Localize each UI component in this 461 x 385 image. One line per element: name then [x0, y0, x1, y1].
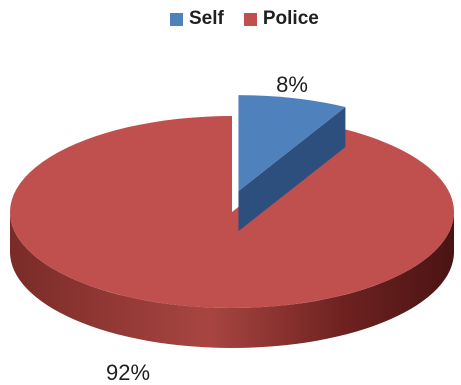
- legend-swatch-self: [170, 12, 183, 26]
- pie-cut-self: [238, 106, 346, 232]
- pie-side-police: [10, 212, 454, 348]
- legend-label-police: Police: [262, 8, 319, 29]
- pie-slice-self: [238, 95, 346, 232]
- pie-top-police: [9, 116, 454, 308]
- legend-swatch-police: [243, 12, 257, 26]
- pie-top-self: [238, 95, 346, 192]
- data-label-self: 8%: [276, 72, 308, 97]
- chart-legend: Self Police: [170, 8, 319, 30]
- legend-item-police: Police: [243, 8, 319, 30]
- legend-item-self: Self: [170, 8, 224, 30]
- data-label-police: 92%: [106, 360, 150, 385]
- pie-slice-police: [9, 116, 454, 348]
- legend-label-self: Self: [189, 8, 224, 29]
